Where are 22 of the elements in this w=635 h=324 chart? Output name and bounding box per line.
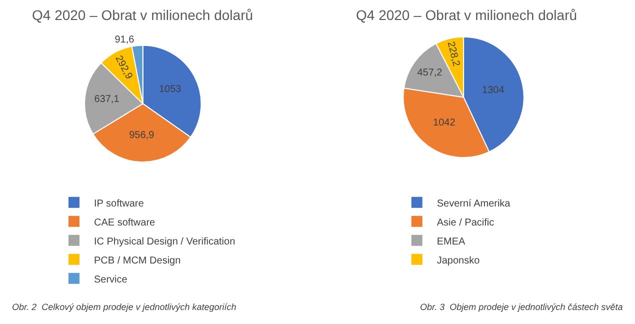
legend-label: CAE software [94,217,156,228]
data-label: 228,2 [444,40,462,68]
legend-label: IC Physical Design / Verification [94,236,236,248]
legend-label: EMEA [436,236,466,248]
legend-label: IP software [94,198,144,210]
legend-label: Asie / Pacific [436,217,494,228]
legend-label: Japonsko [436,255,480,266]
legend-label: Service [94,274,128,286]
data-label: 457,2 [417,67,443,78]
data-label: 637,1 [94,94,120,106]
data-label: 1304 [482,85,505,96]
data-label: 956,9 [129,130,155,141]
data-label: 1042 [433,117,456,128]
legend-label: PCB / MCM Design [94,255,181,266]
legend-label: Severní Amerika [436,198,511,210]
data-label: 1053 [158,84,182,95]
data-label: 292,9 [112,54,134,82]
text: Obr. 3 Objem prodeje v jednotlivých částech světa [420,302,623,312]
chart-title: Q4 2020 – Obrat v milionech dolarů [32,7,254,23]
text: Obr. 2 Celkový objem prodeje v jednotlivých kategoriích [12,302,236,312]
chart-title: Q4 2020 – Obrat v milionech dolarů [356,7,578,23]
data-label: 91,6 [114,34,135,46]
